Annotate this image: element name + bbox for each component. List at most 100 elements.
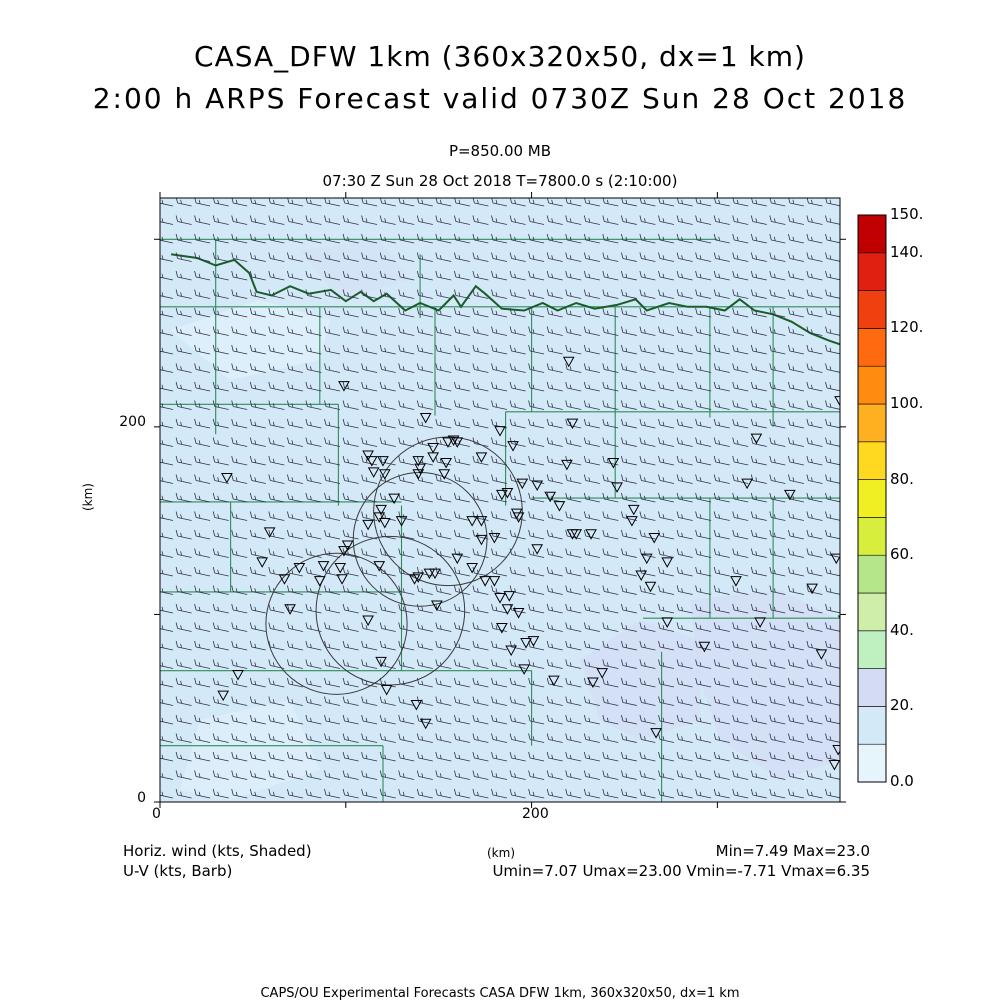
colorbar-label: 140. xyxy=(890,242,924,261)
station-marker xyxy=(412,456,425,467)
station-marker xyxy=(626,516,638,527)
station-marker xyxy=(423,568,436,580)
wind-barb-field xyxy=(160,198,840,799)
station-marker xyxy=(516,478,529,490)
station-marker xyxy=(338,546,350,557)
station-marker xyxy=(503,591,516,602)
station-marker xyxy=(430,600,443,612)
station-marker xyxy=(741,478,753,490)
station-marker xyxy=(627,504,640,516)
station-marker xyxy=(494,426,506,437)
station-marker xyxy=(313,576,326,587)
colorbar-label: 20. xyxy=(890,696,914,715)
station-marker xyxy=(362,519,374,531)
station-marker xyxy=(451,553,464,565)
station-marker xyxy=(373,561,386,572)
colorbar-segment xyxy=(857,743,887,783)
station-marker xyxy=(815,649,828,660)
station-marker xyxy=(648,533,661,544)
colorbar-segment xyxy=(857,252,887,291)
colorbar-label: 150. xyxy=(890,205,924,223)
colorbar-segment xyxy=(857,630,887,669)
station-marker xyxy=(510,508,523,520)
station-marker xyxy=(607,457,620,469)
colorbar-segment xyxy=(857,554,887,594)
station-marker xyxy=(395,516,408,527)
plot-title-line2: 2:00 h ARPS Forecast valid 0730Z Sun 28 … xyxy=(92,82,908,115)
station-marker xyxy=(828,759,840,771)
station-marker xyxy=(378,518,391,529)
radar-range-ring xyxy=(265,552,408,695)
colorbar xyxy=(857,214,887,783)
station-marker xyxy=(419,718,432,730)
station-marker xyxy=(334,563,347,574)
station-marker xyxy=(587,677,599,688)
footer-credit: CAPS/OU Experimental Forecasts CASA DFW … xyxy=(260,986,740,1001)
station-marker xyxy=(362,615,374,627)
station-marker xyxy=(317,561,330,572)
river-line xyxy=(170,253,840,346)
station-marker xyxy=(378,469,391,480)
station-marker xyxy=(380,684,393,696)
x-tick-0: 0 xyxy=(152,806,161,822)
station-marker xyxy=(494,593,506,604)
station-marker xyxy=(412,572,425,583)
colorbar-segment xyxy=(857,706,887,745)
station-markers xyxy=(217,356,840,771)
station-marker xyxy=(562,356,575,368)
station-marker xyxy=(561,459,573,471)
colorbar-segment xyxy=(857,403,887,443)
uv-min-max-label: Umin=7.07 Umax=23.00 Vmin=-7.71 Vmax=6.3… xyxy=(492,862,870,880)
colorbar-segment xyxy=(857,290,887,329)
station-marker xyxy=(377,456,389,467)
station-marker xyxy=(373,512,386,523)
station-marker xyxy=(730,576,742,587)
wind-shade-patch xyxy=(180,700,320,800)
station-marker xyxy=(256,557,269,568)
station-marker xyxy=(367,467,380,478)
station-marker xyxy=(650,728,662,739)
station-marker xyxy=(278,574,291,585)
station-marker xyxy=(217,690,230,702)
station-marker xyxy=(611,482,623,493)
station-marker xyxy=(488,533,501,544)
y-tick-200: 200 xyxy=(119,414,146,430)
min-max-label: Min=7.49 Max=23.0 xyxy=(715,842,870,860)
station-marker xyxy=(661,617,674,628)
station-marker xyxy=(341,540,354,552)
station-marker xyxy=(570,529,583,540)
station-marker xyxy=(429,568,441,580)
station-marker xyxy=(284,604,296,615)
station-marker xyxy=(438,469,451,480)
station-marker xyxy=(414,463,426,475)
station-marker xyxy=(783,489,796,501)
station-marker xyxy=(488,576,501,587)
station-marker xyxy=(830,553,840,565)
station-marker xyxy=(501,487,514,499)
station-marker xyxy=(475,516,488,527)
x-tick-200: 200 xyxy=(522,806,549,822)
station-marker xyxy=(375,656,387,668)
station-marker xyxy=(496,489,508,501)
colorbar-label: 80. xyxy=(890,469,914,488)
colorbar-segment xyxy=(857,441,887,480)
colorbar-label: 100. xyxy=(890,394,924,412)
station-marker xyxy=(531,544,544,555)
colorbar-segment xyxy=(857,592,887,632)
barb-variable-label: U-V (kts, Barb) xyxy=(123,862,233,880)
station-marker xyxy=(507,441,519,452)
colorbar-segment xyxy=(857,517,887,556)
shaded-variable-label: Horiz. wind (kts, Shaded) xyxy=(123,842,312,860)
station-marker xyxy=(338,381,350,392)
station-marker xyxy=(475,534,488,546)
station-marker xyxy=(754,617,766,628)
colorbar-label: 120. xyxy=(890,318,924,337)
axis-ticks xyxy=(154,192,846,808)
colorbar-label: 0.0 xyxy=(890,772,914,790)
station-marker xyxy=(596,668,609,679)
station-marker xyxy=(362,450,374,462)
station-marker xyxy=(410,699,423,711)
station-marker xyxy=(640,553,653,565)
station-marker xyxy=(520,638,532,649)
